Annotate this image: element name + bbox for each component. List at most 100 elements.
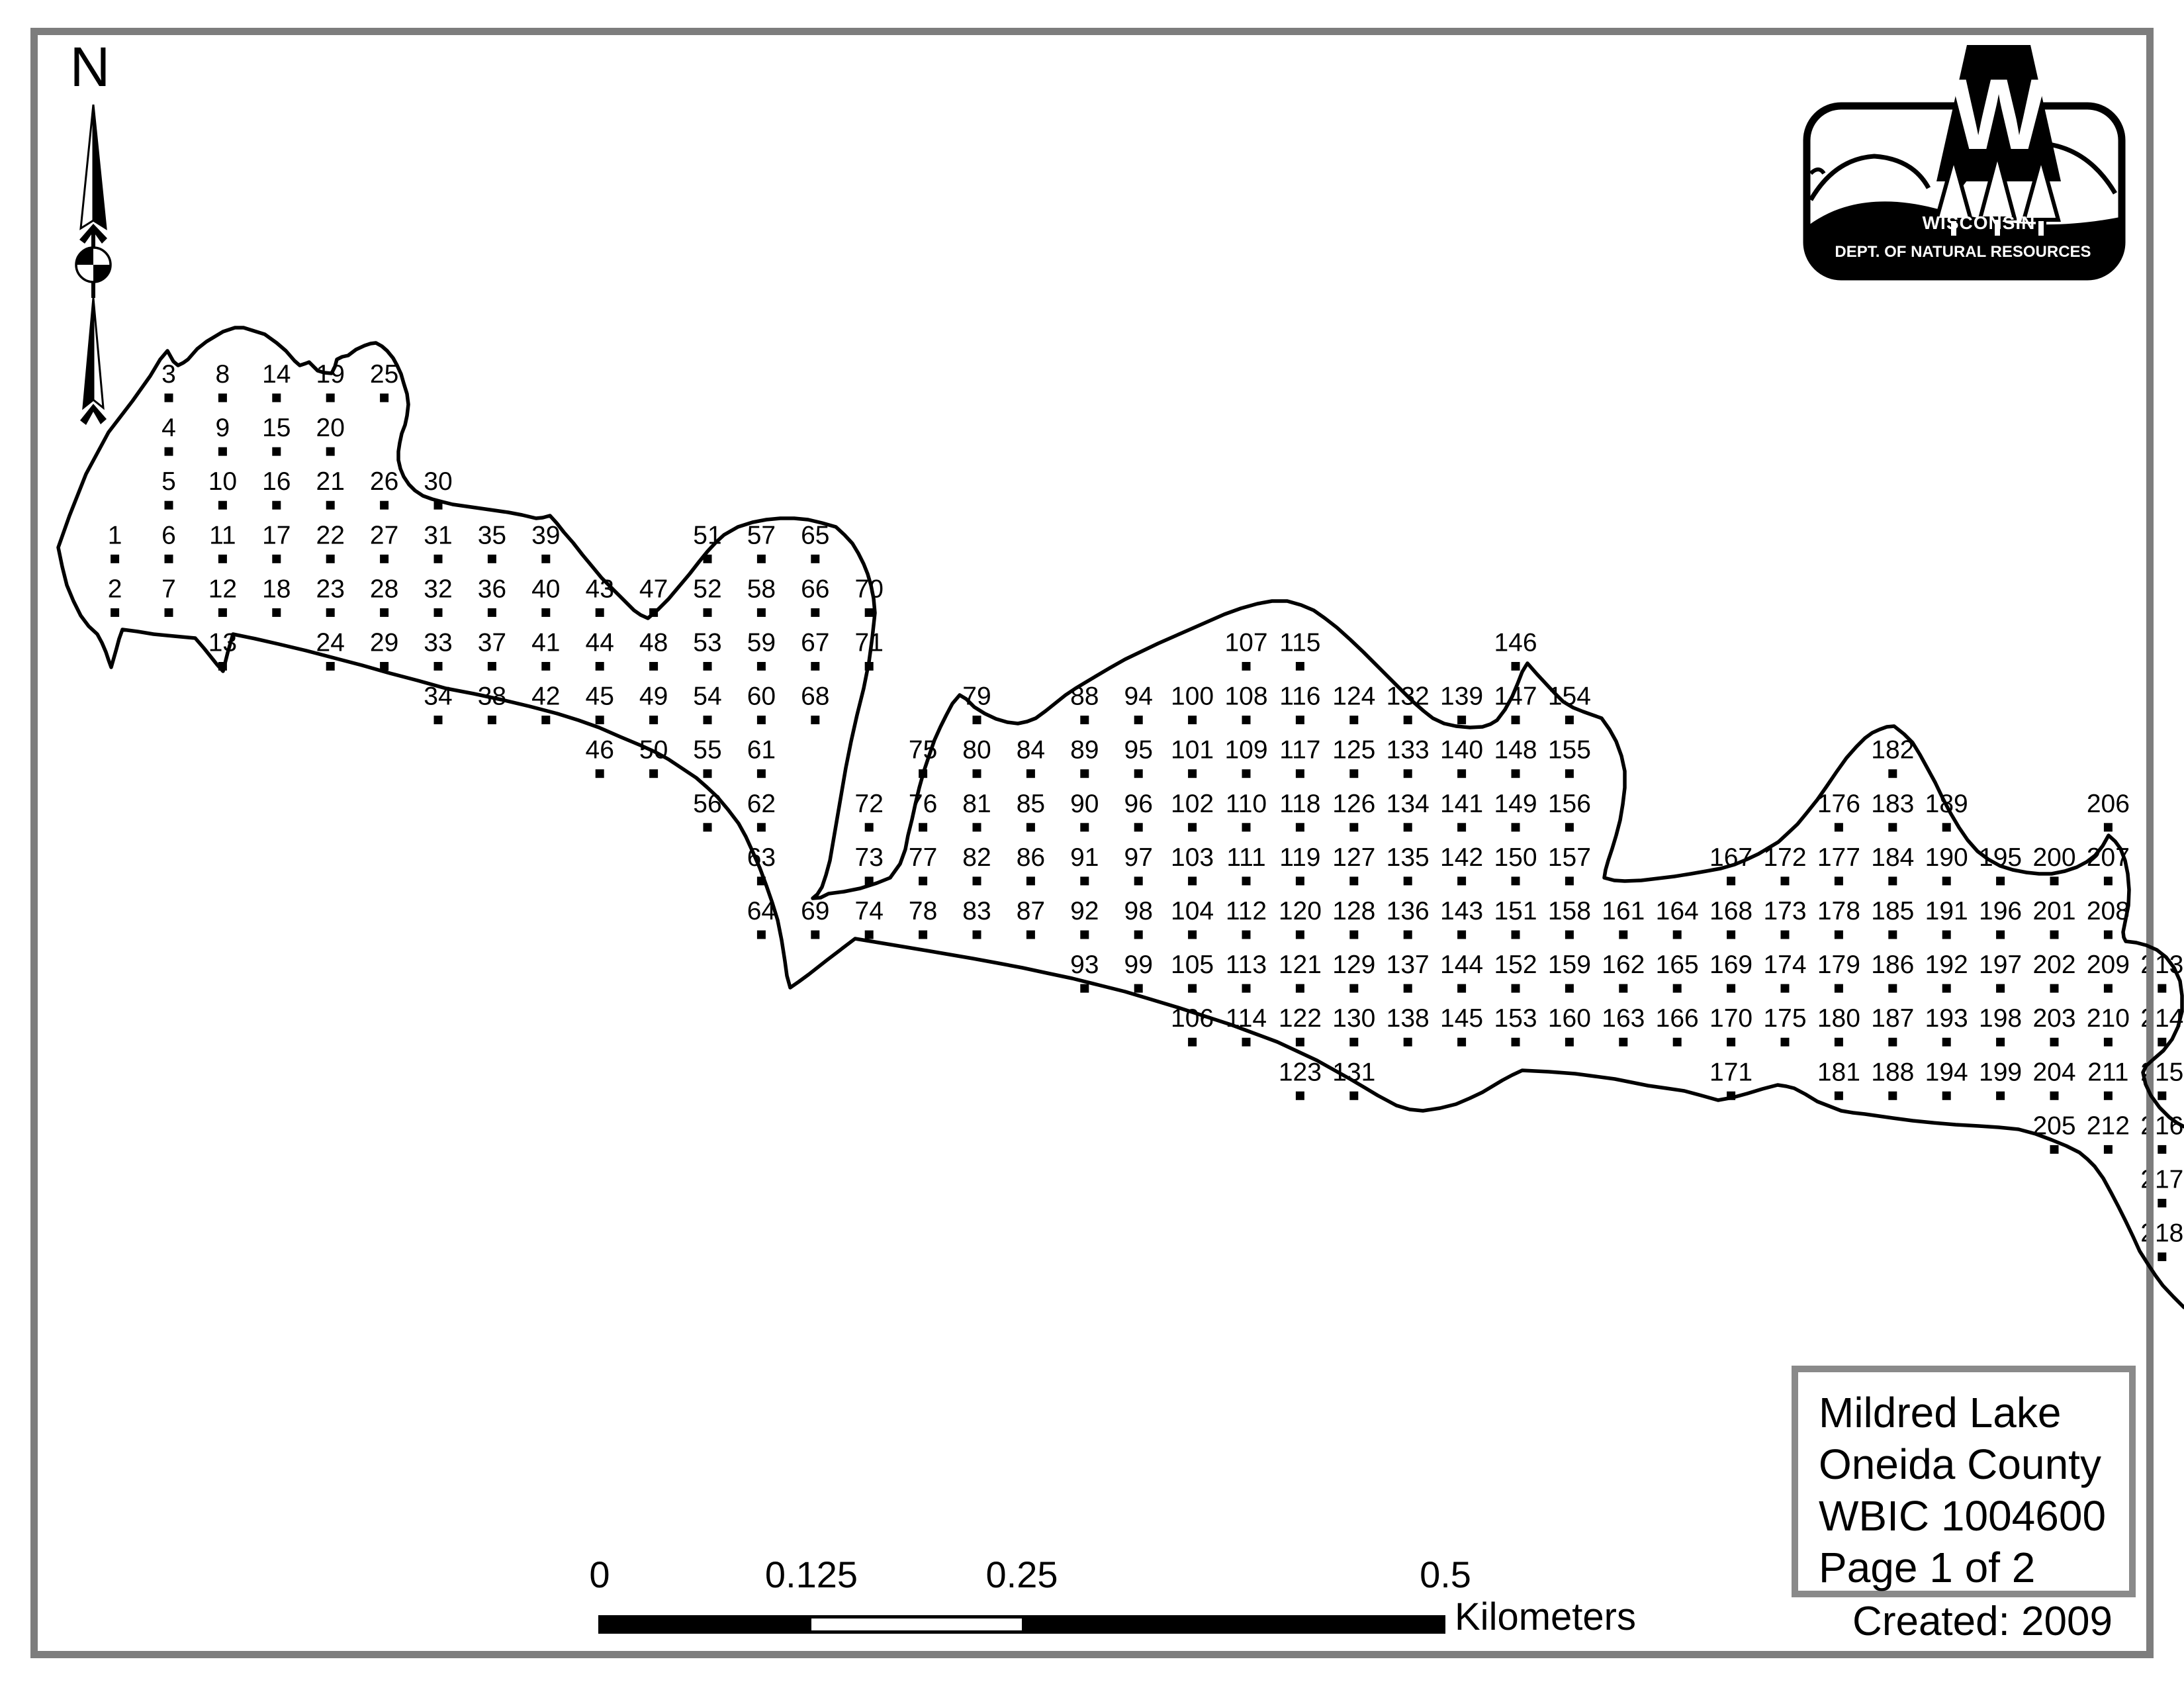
point-label: 119	[1279, 843, 1320, 872]
point-dot	[1511, 823, 1520, 832]
point-label: 107	[1224, 629, 1267, 657]
point-dot	[972, 716, 981, 725]
point-dot	[972, 876, 981, 886]
point-label: 43	[586, 575, 614, 603]
point-label: 55	[693, 736, 721, 765]
point-label: 69	[801, 897, 829, 925]
point-dot	[1511, 984, 1520, 993]
point-dot	[1026, 876, 1035, 886]
point-dot	[1242, 823, 1251, 832]
point-label: 173	[1763, 897, 1806, 925]
point-dot	[1727, 930, 1736, 939]
point-label: 186	[1871, 951, 1914, 979]
point-label: 203	[2032, 1004, 2075, 1033]
point-dot	[1349, 984, 1359, 993]
point-dot	[703, 716, 712, 725]
point-dot	[1403, 984, 1412, 993]
point-dot	[756, 930, 766, 939]
point-dot	[1295, 716, 1304, 725]
point-dot	[1026, 769, 1035, 778]
point-label: 67	[801, 629, 829, 657]
point-dot	[1188, 876, 1197, 886]
point-label: 89	[1070, 736, 1099, 765]
point-label: 201	[2032, 897, 2075, 925]
point-dot	[864, 608, 874, 617]
point-dot	[1349, 1091, 1359, 1100]
point-label: 163	[1602, 1004, 1645, 1033]
point-dot	[1295, 876, 1304, 886]
scale-labels: 0 0.125 0.25 0.5	[589, 1554, 1471, 1595]
point-dot	[1134, 930, 1143, 939]
point-dot	[218, 447, 227, 456]
point-dot	[1511, 1037, 1520, 1047]
point-dot	[1996, 1037, 2005, 1047]
point-dot	[919, 930, 928, 939]
point-label: 124	[1332, 682, 1375, 711]
point-dot	[164, 447, 173, 456]
sample-points-layer: 1234567891011121314151617181920212223242…	[108, 360, 2183, 1262]
point-dot	[1188, 930, 1197, 939]
point-label: 193	[1925, 1004, 1968, 1033]
point-dot	[1780, 876, 1790, 886]
logo-trapezoid	[1936, 45, 2061, 181]
point-label: 145	[1440, 1004, 1483, 1033]
point-label: 94	[1124, 682, 1153, 711]
point-dot	[1888, 876, 1897, 886]
point-dot	[811, 662, 820, 671]
point-label: 170	[1709, 1004, 1752, 1033]
point-dot	[1349, 1037, 1359, 1047]
point-label: 28	[370, 575, 398, 603]
point-dot	[864, 930, 874, 939]
point-label: 176	[1817, 790, 1860, 818]
point-dot	[1242, 662, 1251, 671]
point-dot	[1780, 984, 1790, 993]
point-label: 24	[316, 629, 345, 657]
point-label: 151	[1494, 897, 1537, 925]
point-label: 191	[1925, 897, 1968, 925]
scale-tick-label: 0.125	[765, 1554, 858, 1595]
point-dot	[2050, 876, 2059, 886]
point-dot	[380, 500, 389, 510]
point-dot	[1565, 823, 1574, 832]
point-label: 44	[586, 629, 614, 657]
point-label: 178	[1817, 897, 1860, 925]
point-dot	[2050, 1145, 2059, 1154]
point-dot	[1242, 1037, 1251, 1047]
logo-hill-left-icon	[1808, 154, 1931, 201]
point-label: 194	[1925, 1058, 1968, 1086]
point-label: 79	[962, 682, 991, 711]
point-dot	[1834, 823, 1843, 832]
point-dot	[1511, 662, 1520, 671]
point-dot	[1188, 984, 1197, 993]
point-dot	[2158, 1252, 2167, 1262]
point-label: 93	[1070, 951, 1099, 979]
point-dot	[380, 393, 389, 402]
point-label: 177	[1817, 843, 1860, 872]
north-arrow-lower-left	[82, 297, 95, 410]
point-label: 11	[209, 521, 236, 549]
point-label: 23	[316, 575, 345, 603]
point-label: 103	[1171, 843, 1214, 872]
point-label: 36	[478, 575, 506, 603]
point-label: 111	[1226, 843, 1265, 872]
point-label: 86	[1017, 843, 1045, 872]
info-wbic: WBIC 1004600	[1819, 1492, 2106, 1540]
point-dot	[433, 716, 443, 725]
point-dot	[919, 823, 928, 832]
point-label: 81	[962, 790, 991, 818]
point-dot	[1834, 930, 1843, 939]
point-dot	[595, 769, 604, 778]
point-dot	[1349, 876, 1359, 886]
logo-line1: WISCONSIN	[1923, 212, 2036, 233]
point-dot	[1349, 823, 1359, 832]
point-dot	[756, 662, 766, 671]
point-label: 2	[108, 575, 122, 603]
point-dot	[1134, 823, 1143, 832]
point-label: 166	[1656, 1004, 1699, 1033]
point-label: 113	[1226, 951, 1267, 979]
point-label: 61	[747, 736, 776, 765]
point-dot	[1026, 930, 1035, 939]
point-label: 180	[1817, 1004, 1860, 1033]
